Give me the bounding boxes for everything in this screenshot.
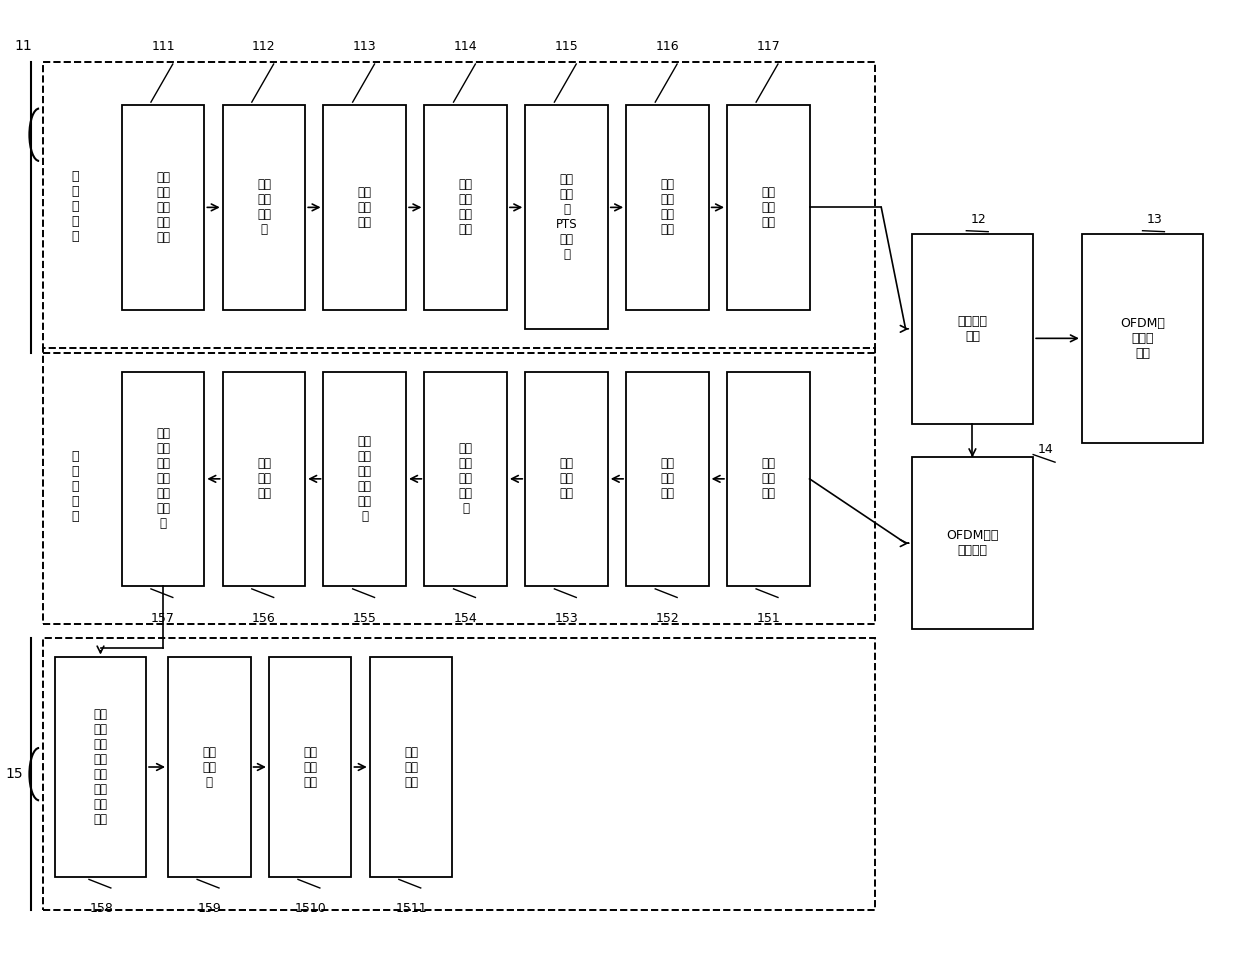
Bar xyxy=(269,657,351,877)
Text: 15: 15 xyxy=(6,767,24,781)
Bar xyxy=(526,371,608,586)
Text: 117: 117 xyxy=(756,40,780,53)
Bar xyxy=(122,371,205,586)
Text: 1511: 1511 xyxy=(396,902,427,916)
Text: 116: 116 xyxy=(656,40,680,53)
Bar xyxy=(727,371,810,586)
Text: 反映
射模
块: 反映 射模 块 xyxy=(202,746,216,788)
Bar xyxy=(370,657,453,877)
Text: 152: 152 xyxy=(656,611,680,625)
Bar xyxy=(42,348,875,624)
Bar xyxy=(122,105,205,310)
Text: 113: 113 xyxy=(353,40,377,53)
Text: 154: 154 xyxy=(454,611,477,625)
Text: 发
射
器
模
块: 发 射 器 模 块 xyxy=(72,170,79,243)
Text: 112: 112 xyxy=(252,40,275,53)
Bar xyxy=(911,458,1033,629)
Text: 159: 159 xyxy=(197,902,221,916)
Bar xyxy=(424,105,507,310)
Bar xyxy=(324,105,407,310)
Bar xyxy=(55,657,146,877)
Text: 153: 153 xyxy=(554,611,578,625)
Text: 快速
傅里
叶变
换模
块: 快速 傅里 叶变 换模 块 xyxy=(459,442,472,515)
Bar xyxy=(42,639,875,910)
Text: 156: 156 xyxy=(252,611,275,625)
Bar xyxy=(626,105,709,310)
Text: 串并
变换
模块: 串并 变换 模块 xyxy=(761,458,775,501)
Text: 频率
同步
模块: 频率 同步 模块 xyxy=(559,458,574,501)
Text: 158: 158 xyxy=(89,902,113,916)
Text: 157: 157 xyxy=(151,611,175,625)
Text: 导频
提取
和信
道估
计模
块: 导频 提取 和信 道估 计模 块 xyxy=(358,434,372,523)
Text: 11: 11 xyxy=(15,39,32,52)
Text: 新星
座映
射模
块: 新星 座映 射模 块 xyxy=(257,179,272,236)
Bar xyxy=(526,105,608,329)
Text: 111: 111 xyxy=(151,40,175,53)
Text: 并串
转换
模块: 并串 转换 模块 xyxy=(761,186,775,228)
Text: 114: 114 xyxy=(454,40,477,53)
Text: 循环
前缀
插入
模块: 循环 前缀 插入 模块 xyxy=(661,179,675,236)
Text: 信道
均衡
模块: 信道 均衡 模块 xyxy=(257,458,272,501)
Text: OFDM光电
检测模块: OFDM光电 检测模块 xyxy=(946,529,998,557)
Text: 相位
噪声
估计
与相
位均
衡模
块: 相位 噪声 估计 与相 位均 衡模 块 xyxy=(156,428,170,531)
Text: 12: 12 xyxy=(971,213,986,226)
Bar xyxy=(167,657,250,877)
Text: 13: 13 xyxy=(1147,213,1163,226)
Text: 相邻
分割
的
PTS
法模
块: 相邻 分割 的 PTS 法模 块 xyxy=(556,173,578,260)
Bar xyxy=(727,105,810,310)
Text: 1510: 1510 xyxy=(294,902,326,916)
Bar xyxy=(223,371,305,586)
Text: 原始
信号
串并
变换
模块: 原始 信号 串并 变换 模块 xyxy=(156,171,170,244)
Text: 接
收
器
模
块: 接 收 器 模 块 xyxy=(72,449,79,523)
Text: 导频
插入
模块: 导频 插入 模块 xyxy=(358,186,372,228)
Text: 光纤传输
模块: 光纤传输 模块 xyxy=(957,315,987,343)
Text: 151: 151 xyxy=(756,611,780,625)
Text: OFDM电
光调制
模块: OFDM电 光调制 模块 xyxy=(1120,317,1164,360)
Bar xyxy=(424,371,507,586)
Bar xyxy=(911,233,1033,424)
Text: 14: 14 xyxy=(1038,443,1053,456)
Text: 155: 155 xyxy=(353,611,377,625)
Bar xyxy=(324,371,407,586)
Text: 115: 115 xyxy=(554,40,578,53)
Text: 符号
同步
模块: 符号 同步 模块 xyxy=(661,458,675,501)
Bar xyxy=(42,62,875,353)
Text: 训练
系列
插入
模块: 训练 系列 插入 模块 xyxy=(459,179,472,236)
Bar xyxy=(1081,233,1203,443)
Text: 并串
转换
模块: 并串 转换 模块 xyxy=(303,746,317,788)
Text: 计算
相位
旋转
向量
并去
相位
旋转
模块: 计算 相位 旋转 向量 并去 相位 旋转 模块 xyxy=(93,708,108,826)
Bar xyxy=(223,105,305,310)
Bar xyxy=(626,371,709,586)
Text: 误码
检测
模块: 误码 检测 模块 xyxy=(404,746,418,788)
